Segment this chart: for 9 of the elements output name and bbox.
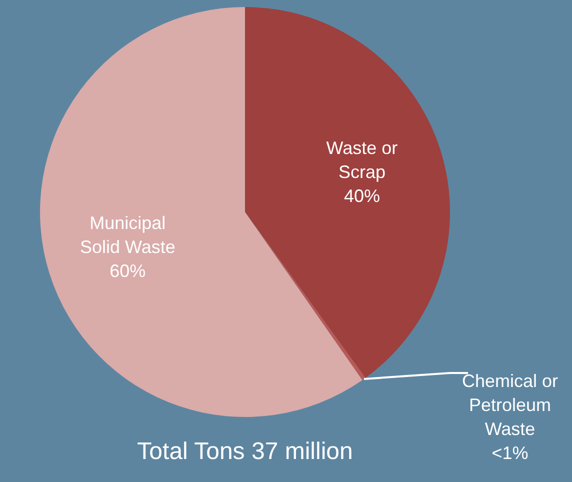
data-label: <1%: [492, 442, 528, 463]
data-label: 60%: [110, 260, 146, 281]
pie-slice: [245, 212, 366, 380]
slice-label: Municipal Solid Waste: [80, 212, 176, 257]
slice-label: Waste or Scrap: [326, 138, 398, 182]
pie-slice: [245, 7, 450, 378]
data-label: 40%: [344, 186, 380, 206]
slice-label: Chemical or Petroleum Waste: [462, 370, 558, 439]
text: Total Tons 37 million: [137, 438, 353, 465]
